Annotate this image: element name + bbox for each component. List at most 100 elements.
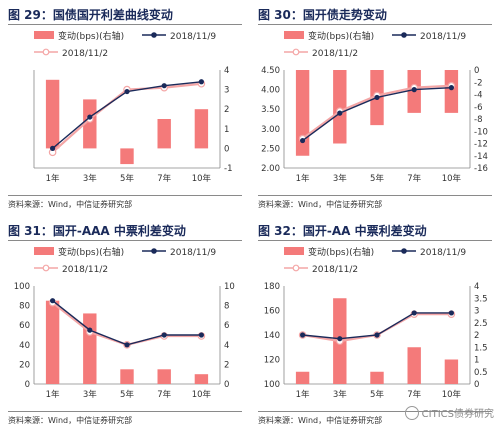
legend-bar-swatch	[34, 31, 54, 39]
point-2018-11-9	[198, 79, 204, 85]
legend-line2-marker	[42, 264, 50, 272]
y2-tick-label: 3.5	[474, 294, 488, 304]
y2-tick-label: 3	[224, 86, 229, 96]
source-divider	[258, 195, 492, 196]
watermark-text: CITICS债券研究	[421, 409, 494, 420]
bar	[444, 70, 459, 113]
point-2018-11-9	[374, 94, 380, 101]
title-divider	[8, 24, 242, 25]
y2-tick-label: -4	[474, 91, 482, 101]
y2-tick-label: 0	[474, 380, 479, 390]
legend-bar-swatch	[284, 247, 304, 255]
y-tick-label: 3.50	[261, 105, 280, 115]
legend-line1-label: 2018/11/9	[420, 32, 466, 42]
bar	[333, 70, 347, 144]
point-2018-11-9	[411, 310, 417, 316]
legend-line2-label: 2018/11/2	[312, 265, 358, 275]
chart-panel-30: 图 30：国开债走势变动 变动(bps)(右轴) 2018/11/9 2018/11…	[250, 0, 500, 216]
title-divider	[8, 240, 242, 241]
y-tick-label: 3.00	[261, 125, 280, 135]
x-tick-label: 1年	[46, 173, 60, 184]
y-tick-label: 4.00	[261, 86, 280, 96]
legend-line1-label: 2018/11/9	[170, 248, 216, 258]
bar	[120, 369, 134, 384]
bar	[157, 119, 171, 149]
x-tick-label: 5年	[120, 173, 134, 184]
panel-title: 图 32：国开-AA 中票利差变动	[258, 224, 427, 238]
legend-line1-marker	[401, 32, 407, 38]
bar	[45, 79, 60, 149]
point-2018-11-9	[161, 83, 167, 89]
legend-line2-marker	[42, 48, 50, 56]
legend-bar-label: 变动(bps)(右轴)	[58, 30, 124, 42]
y2-tick-label: 6	[224, 321, 229, 331]
chart-panel-31: 图 31：国开-AAA 中票利差变动 变动(bps)(右轴) 2018/11/9 2…	[0, 216, 250, 432]
y-tick-label: 20	[19, 360, 30, 370]
panel-title: 图 30：国开债走势变动	[258, 8, 387, 22]
y2-tick-label: 2.5	[474, 319, 488, 329]
x-tick-label: 7年	[157, 173, 171, 184]
y2-tick-label: 1	[224, 125, 229, 135]
y2-tick-label: 0	[224, 144, 229, 154]
point-2018-11-9	[448, 310, 454, 316]
bar	[83, 99, 97, 149]
legend-line1-marker	[151, 32, 157, 38]
x-tick-label: 3年	[333, 173, 347, 184]
title-divider	[258, 240, 492, 241]
panel-title: 图 29：国债国开利差曲线变动	[8, 8, 173, 22]
legend-line1-label: 2018/11/9	[170, 32, 216, 42]
legend-bar-label: 变动(bps)(右轴)	[308, 30, 374, 42]
x-tick-label: 3年	[83, 173, 97, 184]
y-tick-label: 40	[19, 341, 30, 351]
x-tick-label: 7年	[407, 173, 421, 184]
y-tick-label: 120	[264, 356, 280, 366]
legend-line1-marker	[151, 248, 157, 254]
watermark: CITICS债券研究	[404, 405, 494, 420]
point-2018-11-9	[124, 88, 130, 95]
x-tick-label: 5年	[370, 173, 384, 184]
source-divider	[8, 195, 242, 196]
x-tick-label: 3年	[333, 389, 347, 400]
point-2018-11-9	[50, 145, 56, 151]
y2-tick-label: 4	[224, 66, 229, 76]
bar	[45, 300, 60, 384]
chart-svg: 变动(bps)(右轴) 2018/11/9 2018/11/2 2.00 2.50 3.0…	[261, 30, 488, 184]
series-line-2018-11-2	[51, 301, 202, 346]
y-tick-label: 2.50	[261, 144, 280, 154]
y2-tick-label: 0	[224, 380, 229, 390]
legend-line2-marker	[292, 48, 300, 56]
bar	[295, 70, 310, 156]
point-2018-11-9	[87, 327, 93, 333]
legend-bar-swatch	[284, 31, 304, 39]
x-tick-label: 10年	[192, 173, 212, 184]
y-tick-label: 180	[264, 282, 280, 292]
title-divider	[258, 24, 492, 25]
y-tick-label: 2.00	[261, 164, 280, 174]
bar	[444, 359, 459, 384]
y-tick-label: 100	[14, 282, 30, 292]
y2-tick-label: 1.5	[474, 343, 488, 353]
point-2018-11-9	[300, 137, 306, 144]
bar	[407, 347, 421, 384]
x-tick-label: 5年	[120, 389, 134, 400]
legend-line1-marker	[401, 248, 407, 254]
chart-svg: 变动(bps)(右轴) 2018/11/92018/11/210012014016…	[264, 246, 488, 400]
wechat-logo-icon	[404, 405, 419, 420]
y2-tick-label: 1	[474, 356, 479, 366]
y-tick-label: 140	[264, 331, 280, 341]
y2-tick-label: 0.5	[474, 368, 488, 378]
legend-bar-label: 变动(bps)(右轴)	[58, 246, 124, 258]
y2-tick-label: 4	[224, 341, 229, 351]
y2-tick-label: -10	[474, 127, 488, 137]
point-2018-11-9	[50, 298, 56, 304]
point-2018-11-9	[87, 114, 93, 120]
x-tick-label: 10年	[442, 389, 462, 400]
y2-tick-label: -16	[474, 164, 488, 174]
bar	[157, 369, 171, 384]
y2-tick-label: 3	[474, 307, 479, 317]
y-tick-label: 160	[264, 307, 280, 317]
point-2018-11-9	[448, 85, 454, 91]
series-line-2018-11-9	[52, 300, 202, 346]
y2-tick-label: 8	[224, 302, 229, 312]
x-tick-label: 10年	[192, 389, 212, 400]
